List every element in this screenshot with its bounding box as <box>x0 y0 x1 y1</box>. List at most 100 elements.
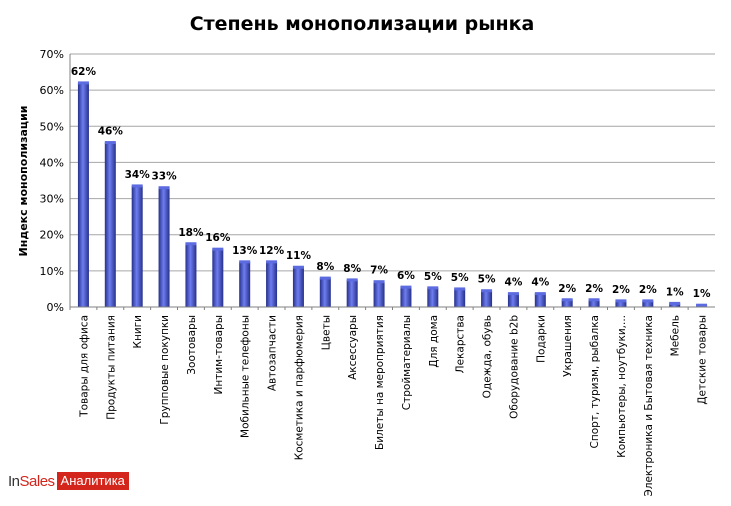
data-label: 8% <box>343 263 361 275</box>
category-label: Электроника и Бытовая техника <box>643 315 655 497</box>
category-label: Компьютеры, ноутбуки,... <box>616 315 628 458</box>
category-label: Билеты на мероприятия <box>374 315 386 450</box>
data-label: 1% <box>666 286 684 298</box>
bar-cap <box>588 298 600 302</box>
category-label: Одежда, обувь <box>482 315 494 398</box>
category-label: Товары для офиса <box>78 315 90 418</box>
bar <box>346 279 358 307</box>
data-label: 2% <box>585 283 603 295</box>
data-label: 8% <box>316 261 334 273</box>
logo-part1: In <box>8 472 20 490</box>
y-tick-label: 50% <box>40 120 64 133</box>
bar-cap <box>77 81 89 85</box>
category-label: Детские товары <box>697 315 709 405</box>
bar <box>319 278 331 307</box>
y-axis-label: Индекс монополизации <box>17 106 30 257</box>
bar <box>104 142 116 307</box>
data-label: 5% <box>478 274 496 286</box>
category-label: Стройматериалы <box>401 315 413 410</box>
bar-cap <box>642 299 654 303</box>
category-label: Групповые покупки <box>159 315 171 425</box>
bar-cap <box>615 299 627 303</box>
bar-cap <box>561 298 573 302</box>
y-tick-label: 20% <box>40 229 64 242</box>
bar-cap <box>292 265 304 269</box>
data-label: 6% <box>397 270 415 282</box>
category-label: Подарки <box>535 315 547 363</box>
category-label: Мебель <box>670 315 682 356</box>
category-label: Оборудование b2b <box>508 315 520 419</box>
data-label: 33% <box>151 171 177 183</box>
logo-badge: Аналитика <box>56 472 129 490</box>
bar <box>481 290 493 307</box>
bar-cap <box>400 285 412 289</box>
y-tick-label: 70% <box>40 48 64 61</box>
data-label: 2% <box>612 284 630 296</box>
bar <box>239 261 251 307</box>
data-label: 1% <box>693 288 711 300</box>
bar <box>507 293 519 307</box>
bar <box>669 303 681 307</box>
bar-cap <box>158 186 170 190</box>
data-label: 7% <box>370 265 388 277</box>
data-label: 34% <box>125 169 151 181</box>
y-tick-label: 0% <box>47 301 64 314</box>
bar-cap <box>507 292 519 296</box>
bar <box>373 281 385 307</box>
data-label: 13% <box>232 245 258 257</box>
category-label: Продукты питания <box>105 315 117 420</box>
logo-brand: InSales <box>8 473 55 490</box>
category-label: Интим-товары <box>213 315 225 395</box>
data-label: 2% <box>639 284 657 296</box>
category-label: Спорт, туризм, рыбалка <box>589 315 601 448</box>
data-label: 62% <box>71 66 97 78</box>
bar-cap <box>319 276 331 280</box>
bar <box>185 243 197 307</box>
bar <box>158 187 170 307</box>
data-label: 18% <box>178 227 204 239</box>
bar-cap <box>185 242 197 246</box>
bar <box>588 299 600 307</box>
bar-cap <box>131 184 143 188</box>
bar-cap <box>104 141 116 145</box>
bar <box>642 300 654 307</box>
category-label: Косметика и парфюмерия <box>293 315 305 460</box>
bar <box>212 249 224 307</box>
bar <box>561 299 573 307</box>
bar <box>131 185 143 307</box>
y-tick-label: 10% <box>40 265 64 278</box>
bar-cap <box>212 247 224 251</box>
bar <box>534 293 546 307</box>
category-label: Книги <box>132 315 144 348</box>
bar-cap <box>373 280 385 284</box>
bar-cap <box>481 289 493 293</box>
data-label: 2% <box>558 283 576 295</box>
bar <box>77 82 89 308</box>
category-label: Аксессуары <box>347 315 359 380</box>
bar-cap <box>266 260 278 264</box>
category-label: Автозапчасти <box>267 315 279 391</box>
category-label: Украшения <box>562 315 574 377</box>
category-label: Лекарства <box>455 315 467 373</box>
bar-cap <box>346 278 358 282</box>
category-label: Цветы <box>320 315 332 350</box>
bar-cap <box>696 303 708 307</box>
category-label: Для дома <box>428 315 440 368</box>
category-label: Мобильные телефоны <box>240 315 252 438</box>
category-label: Зоотовары <box>186 315 198 375</box>
bar-cap <box>427 286 439 290</box>
data-label: 46% <box>98 126 124 138</box>
bar-cap <box>239 260 251 264</box>
data-label: 5% <box>451 272 469 284</box>
chart-title: Степень монополизации рынка <box>190 13 535 35</box>
bar <box>615 300 627 307</box>
data-label: 4% <box>505 277 523 289</box>
bar-cap <box>669 301 681 305</box>
bar <box>400 287 412 307</box>
data-label: 12% <box>259 245 285 257</box>
y-tick-label: 60% <box>40 84 64 97</box>
logo-part2: Sales <box>19 472 56 490</box>
bar-cap <box>534 292 546 296</box>
bar-cap <box>454 287 466 291</box>
